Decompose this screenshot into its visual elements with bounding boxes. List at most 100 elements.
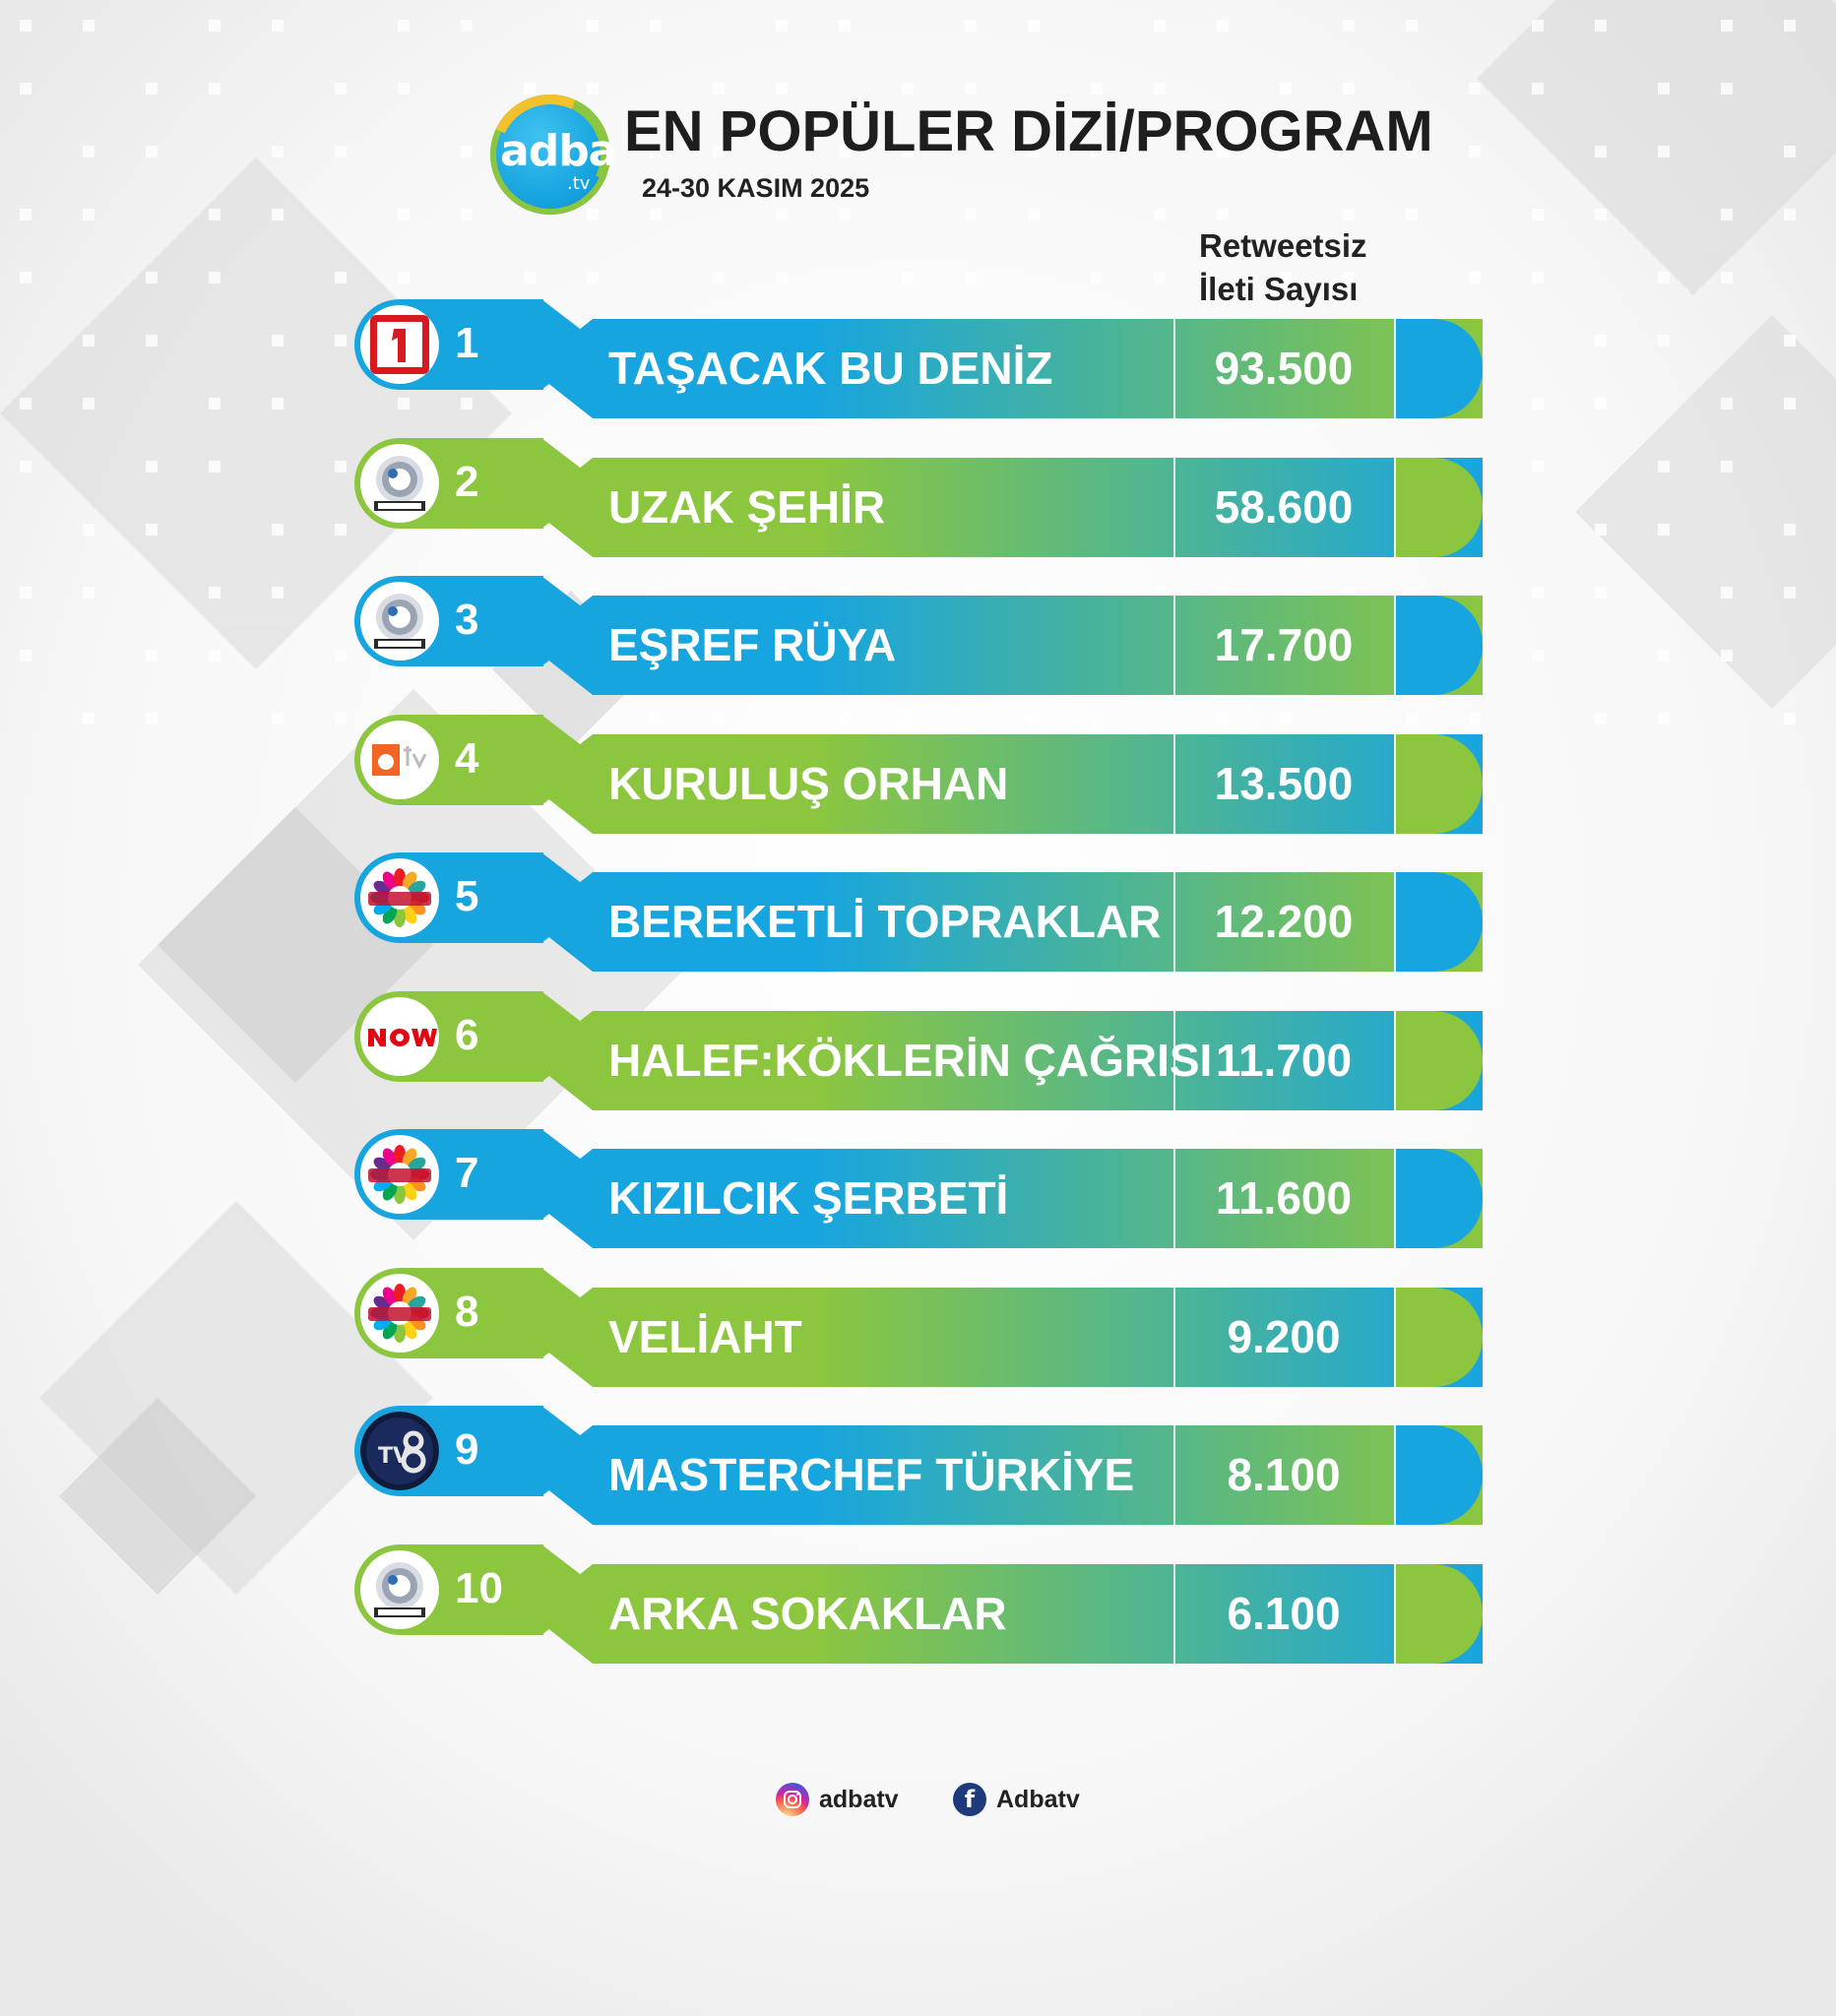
background-dot [1406, 209, 1418, 220]
endcap-divider [1394, 734, 1396, 834]
background-dot [272, 335, 284, 346]
ranking-row: TV 9 MASTERCHEF TÜRKİYE 8.100 [354, 1406, 1483, 1525]
background-dot [20, 20, 32, 32]
background-dot [83, 587, 95, 598]
facebook-icon: f [953, 1783, 986, 1816]
background-dot [1721, 20, 1733, 32]
ranking-row: 10 ARKA SOKAKLAR 6.100 [354, 1544, 1483, 1664]
background-dot [83, 713, 95, 724]
background-dot [1532, 587, 1544, 598]
background-dot [335, 83, 347, 94]
atv-logo [360, 721, 439, 799]
background-dot [902, 272, 914, 284]
background-dot [1091, 272, 1103, 284]
background-dot [146, 83, 158, 94]
bar-endcap [1394, 734, 1483, 834]
background-dot [1721, 272, 1733, 284]
background-dot [1280, 713, 1292, 724]
instagram-link[interactable]: adbatv [776, 1780, 899, 1819]
tweet-count: 8.100 [1227, 1449, 1341, 1500]
tweet-count: 9.200 [1227, 1311, 1341, 1362]
background-dot [1784, 209, 1796, 220]
value-divider [1173, 1425, 1175, 1525]
value-divider [1173, 734, 1175, 834]
background-dot [398, 398, 410, 410]
background-dot [1280, 146, 1292, 158]
background-dot [1532, 398, 1544, 410]
background-dot [461, 398, 473, 410]
kanal-d-logo [360, 1550, 439, 1629]
background-dot [902, 713, 914, 724]
ranking-row: 5 BEREKETLİ TOPRAKLAR 12.200 [354, 852, 1483, 972]
background-dot [1028, 20, 1040, 32]
background-dot [1343, 272, 1355, 284]
show-tv-logo [360, 858, 439, 937]
value-divider [1173, 1564, 1175, 1664]
background-dot [650, 713, 662, 724]
background-dot [1154, 83, 1166, 94]
background-dot [1280, 272, 1292, 284]
kanal-1-logo [360, 305, 439, 384]
rank-number: 6 [455, 1011, 479, 1059]
column-header: Retweetsiz İleti Sayısı [1199, 224, 1367, 311]
column-header-line1: Retweetsiz [1199, 227, 1367, 264]
background-dot [1280, 83, 1292, 94]
background-dot [776, 209, 788, 220]
background-dot [1658, 272, 1670, 284]
background-dot [1595, 524, 1607, 536]
background-dot [1784, 713, 1796, 724]
background-dot [335, 650, 347, 662]
program-name: KIZILCIK ŞERBETİ [608, 1172, 1009, 1224]
background-dot [335, 146, 347, 158]
now-logo [360, 997, 439, 1076]
rank-number: 5 [455, 872, 479, 920]
background-dot [1595, 146, 1607, 158]
bar-endcap [1394, 319, 1483, 418]
ranking-row: 4 KURULUŞ ORHAN 13.500 [354, 715, 1483, 834]
background-dot [1028, 146, 1040, 158]
tweet-count: 13.500 [1214, 758, 1354, 809]
rank-number: 1 [455, 319, 479, 367]
background-dot [146, 461, 158, 472]
background-dot [20, 83, 32, 94]
background-dot [335, 272, 347, 284]
tweet-count: 11.600 [1215, 1172, 1353, 1224]
program-name: HALEF:KÖKLERİN ÇAĞRISI [608, 1035, 1213, 1086]
program-name: VELİAHT [608, 1311, 802, 1362]
tweet-count: 12.200 [1214, 896, 1354, 947]
bar-endcap [1394, 872, 1483, 972]
background-dot [209, 398, 221, 410]
background-dot [1658, 146, 1670, 158]
facebook-link[interactable]: f Adbatv [953, 1780, 1080, 1819]
rank-number: 8 [455, 1288, 479, 1336]
background-dot [83, 524, 95, 536]
page-title: EN POPÜLER DİZİ/PROGRAM [624, 99, 1433, 163]
tv8-logo: TV [360, 1412, 439, 1490]
background-dot [335, 524, 347, 536]
logo-subtext: .tv [567, 173, 591, 194]
value-divider [1173, 872, 1175, 972]
background-dot [839, 146, 851, 158]
background-dot [1721, 83, 1733, 94]
program-bar [530, 1011, 1483, 1110]
background-dot [587, 83, 599, 94]
tweet-count: 58.600 [1214, 481, 1354, 533]
background-dot [20, 650, 32, 662]
background-dot [902, 83, 914, 94]
program-name: MASTERCHEF TÜRKİYE [608, 1449, 1135, 1500]
background-dot [272, 209, 284, 220]
background-dot [83, 209, 95, 220]
background-dot [272, 146, 284, 158]
background-dot [713, 272, 725, 284]
background-dot [1028, 209, 1040, 220]
background-dot [1217, 713, 1229, 724]
endcap-divider [1394, 1564, 1396, 1664]
background-dot [209, 461, 221, 472]
background-dot [587, 20, 599, 32]
background-dot [1469, 83, 1481, 94]
ranking-row: 1 TAŞACAK BU DENİZ 93.500 [354, 299, 1483, 418]
background-dot [902, 146, 914, 158]
bar-endcap [1394, 1288, 1483, 1387]
background-dot [1469, 272, 1481, 284]
background-dot [209, 83, 221, 94]
